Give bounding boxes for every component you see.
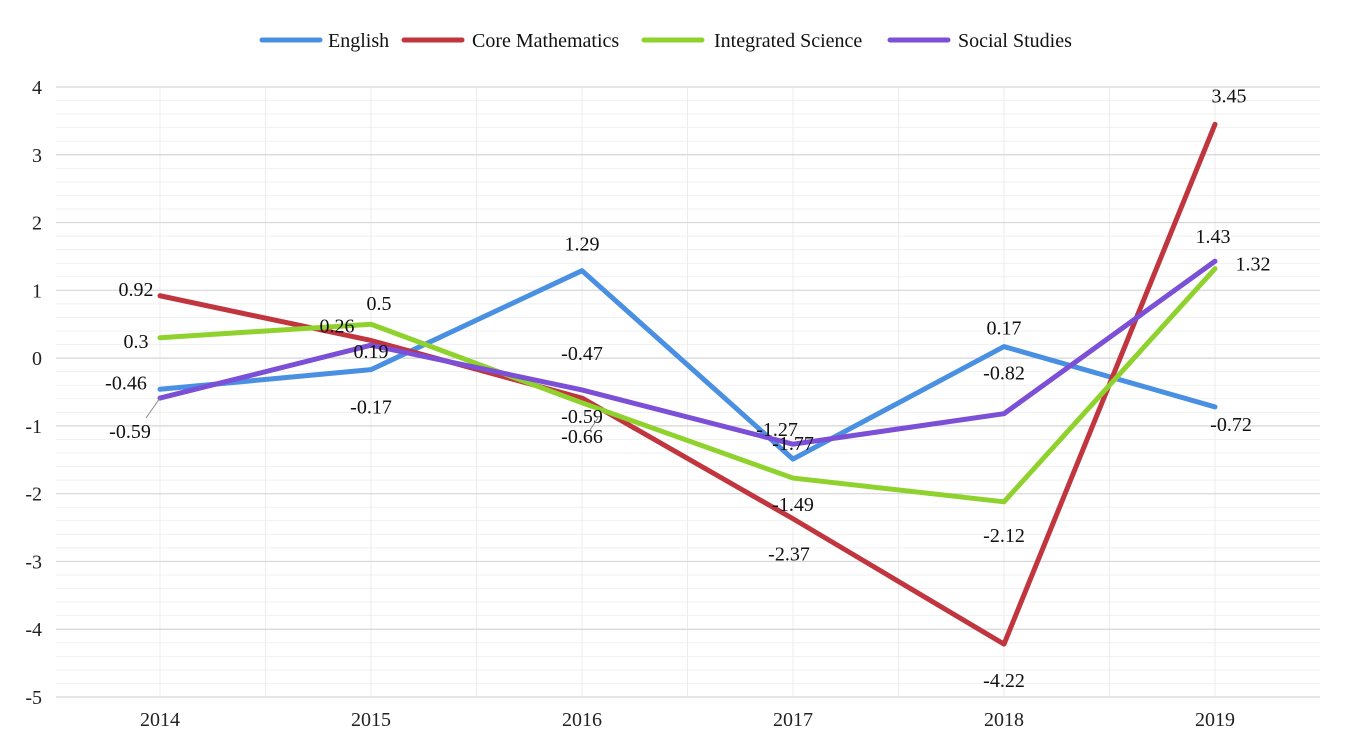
data-label: -0.59 bbox=[561, 406, 603, 428]
x-tick-label: 2014 bbox=[140, 709, 180, 731]
data-label: 0.17 bbox=[987, 318, 1022, 340]
data-label: -0.82 bbox=[983, 363, 1025, 385]
x-tick-label: 2018 bbox=[984, 709, 1024, 731]
series-line-english bbox=[157, 268, 1218, 462]
leader-line bbox=[145, 397, 161, 419]
data-label: -2.12 bbox=[983, 525, 1025, 547]
data-label: 0.19 bbox=[354, 341, 389, 363]
series-line-integrated-science bbox=[157, 266, 1218, 505]
data-label: -0.46 bbox=[105, 372, 147, 394]
data-label: -0.59 bbox=[109, 421, 151, 443]
data-label: -0.17 bbox=[350, 397, 392, 419]
legend: English Core Mathematics Integrated Scienc… bbox=[259, 30, 1072, 52]
data-label: 1.43 bbox=[1196, 226, 1231, 248]
legend-label: Social Studies bbox=[958, 30, 1072, 52]
y-tick-label: -5 bbox=[25, 687, 42, 709]
data-label: 1.29 bbox=[565, 234, 600, 256]
y-tick-label: -2 bbox=[25, 484, 42, 506]
y-tick-label: -3 bbox=[25, 551, 42, 573]
data-label: 0.92 bbox=[119, 279, 154, 301]
data-label: 0.5 bbox=[367, 293, 392, 315]
legend-label: Integrated Science bbox=[714, 30, 862, 52]
data-label: -0.72 bbox=[1210, 414, 1252, 436]
y-tick-label: 2 bbox=[32, 213, 42, 235]
data-label: -0.47 bbox=[561, 343, 603, 365]
data-label: 3.45 bbox=[1212, 85, 1247, 107]
axes: 4 3 2 1 0 -1 -2 -3 -4 -5 2014 2015 2016 2017 2018 2019 bbox=[25, 77, 1235, 731]
leader-line bbox=[589, 417, 599, 431]
data-label: -0.66 bbox=[561, 426, 603, 448]
series-line-social-studies bbox=[157, 258, 1218, 447]
y-tick-label: -1 bbox=[25, 416, 42, 438]
data-labels: -0.46 -0.17 1.29 -1.49 0.17 -0.72 0.92 0.26 -0.5… bbox=[105, 85, 1270, 692]
data-label: -4.22 bbox=[983, 670, 1025, 692]
data-label: -1.77 bbox=[772, 433, 814, 455]
legend-label: Core Mathematics bbox=[472, 30, 619, 52]
data-label: -1.49 bbox=[772, 494, 814, 516]
legend-label: English bbox=[328, 30, 389, 52]
x-tick-label: 2019 bbox=[1195, 709, 1235, 731]
data-label: 1.32 bbox=[1236, 254, 1271, 276]
x-tick-label: 2016 bbox=[562, 709, 602, 731]
x-tick-label: 2015 bbox=[351, 709, 391, 731]
y-tick-label: 4 bbox=[32, 77, 42, 99]
y-tick-label: 3 bbox=[32, 145, 42, 167]
data-label: 0.26 bbox=[320, 315, 355, 337]
data-label: -2.37 bbox=[768, 544, 810, 566]
data-label: 0.3 bbox=[124, 331, 149, 353]
y-tick-label: 0 bbox=[32, 348, 42, 370]
grid-lines bbox=[56, 86, 1320, 698]
series-line-core-mathematics bbox=[157, 121, 1218, 647]
series-lines bbox=[157, 121, 1218, 647]
y-tick-label: -4 bbox=[25, 619, 42, 641]
x-tick-label: 2017 bbox=[773, 709, 813, 731]
data-label: -1.27 bbox=[756, 419, 798, 441]
y-tick-label: 1 bbox=[32, 280, 42, 302]
